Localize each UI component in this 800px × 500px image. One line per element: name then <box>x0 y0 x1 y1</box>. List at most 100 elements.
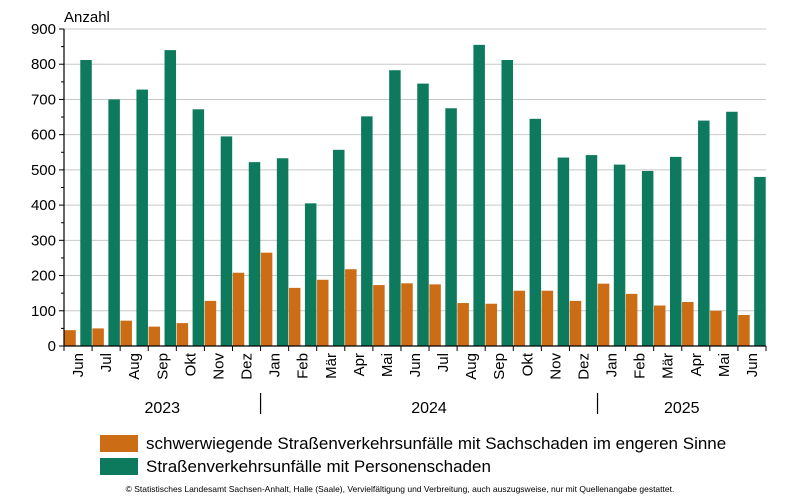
bar-personenschaden <box>613 164 626 346</box>
bar-personenschaden <box>669 156 682 346</box>
x-tick-label: Okt <box>182 352 199 376</box>
bars <box>64 44 766 347</box>
bar-sachschaden <box>738 315 750 346</box>
year-label: 2025 <box>664 400 700 417</box>
bar-personenschaden <box>557 157 570 346</box>
x-tick-label: Jul <box>98 353 115 372</box>
bar-sachschaden <box>597 283 610 346</box>
x-tick-label: Dez <box>575 353 592 380</box>
bar-sachschaden <box>401 283 413 346</box>
x-tick-label: Sep <box>154 353 171 380</box>
legend-item-sachschaden: schwerwiegende Straßenverkehrsunfälle mi… <box>100 432 726 455</box>
x-tick-label: Aug <box>463 353 480 380</box>
bar-sachschaden <box>710 310 722 346</box>
bar-sachschaden <box>682 301 694 346</box>
x-tick-label: Jan <box>604 353 621 377</box>
bar-personenschaden <box>136 89 148 347</box>
legend-swatch-personenschaden <box>100 458 138 475</box>
bar-personenschaden <box>726 111 738 347</box>
bar-personenschaden <box>641 170 654 346</box>
bar-personenschaden <box>248 162 261 346</box>
bar-sachschaden <box>569 300 582 346</box>
y-axis-unit-label: Anzahl <box>64 9 110 26</box>
y-tick-label: 900 <box>31 21 56 38</box>
bar-personenschaden <box>108 99 120 346</box>
bar-personenschaden <box>389 70 401 347</box>
bar-sachschaden <box>485 303 497 346</box>
bar-personenschaden <box>417 83 429 346</box>
year-label: 2023 <box>144 400 180 417</box>
bar-personenschaden <box>333 149 345 346</box>
bar-sachschaden <box>317 279 329 346</box>
bar-sachschaden <box>64 330 76 346</box>
bar-personenschaden <box>501 59 513 347</box>
y-tick-label: 600 <box>31 127 56 144</box>
bar-sachschaden <box>653 305 666 346</box>
y-tick-label: 400 <box>31 197 56 214</box>
gridlines <box>64 28 766 312</box>
bar-personenschaden <box>754 176 766 346</box>
x-tick-label: Jun <box>744 353 761 377</box>
x-tick-label: Jun <box>70 353 87 377</box>
y-tick-label: 100 <box>31 303 56 320</box>
x-tick-label: Mär <box>323 353 340 379</box>
x-tick-label: Nov <box>547 353 564 380</box>
y-tick-label: 700 <box>31 91 56 108</box>
x-tick-label: Jan <box>267 353 284 377</box>
legend: schwerwiegende Straßenverkehrsunfälle mi… <box>100 432 726 478</box>
y-tick-label: 200 <box>31 268 56 285</box>
y-tick-label: 800 <box>31 56 56 73</box>
x-tick-label: Apr <box>351 353 368 376</box>
bar-sachschaden <box>204 300 217 346</box>
bar-sachschaden <box>260 252 273 346</box>
y-tick-label: 300 <box>31 232 56 249</box>
x-tick-label: Dez <box>239 353 256 380</box>
x-tick-label: Mai <box>716 353 733 377</box>
bar-personenschaden <box>80 59 92 347</box>
bar-sachschaden <box>148 326 161 346</box>
bar-personenschaden <box>698 120 710 346</box>
bar-personenschaden <box>445 108 457 346</box>
x-tick-label: Nov <box>210 353 227 380</box>
bar-personenschaden <box>276 158 289 346</box>
x-tick-label: Apr <box>688 353 705 376</box>
year-label: 2024 <box>411 400 447 417</box>
legend-label-personenschaden: Straßenverkehrsunfälle mit Personenschad… <box>146 456 491 476</box>
bar-personenschaden <box>192 109 205 346</box>
x-tick-label: Feb <box>295 353 312 379</box>
legend-label-sachschaden: schwerwiegende Straßenverkehrsunfälle mi… <box>146 433 727 453</box>
bar-sachschaden <box>457 303 469 346</box>
copyright-footer: © Statistisches Landesamt Sachsen-Anhalt… <box>125 484 675 494</box>
bar-personenschaden <box>361 116 373 347</box>
x-tick-label: Sep <box>491 353 508 380</box>
bar-personenschaden <box>220 136 233 346</box>
bar-personenschaden <box>473 44 485 346</box>
bar-sachschaden <box>429 284 441 346</box>
bar-personenschaden <box>585 155 598 346</box>
bar-sachschaden <box>288 287 301 346</box>
x-tick-label: Mär <box>660 353 677 379</box>
bar-chart: 0 100 200 300 400 500 600 700 800 900 Jun Jul Aug Sep… <box>31 9 767 417</box>
x-tick-label: Jun <box>407 353 424 377</box>
bar-personenschaden <box>304 203 317 346</box>
bar-sachschaden <box>625 293 638 346</box>
bar-sachschaden <box>513 290 526 346</box>
axes <box>59 28 767 414</box>
x-tick-label: Okt <box>519 352 536 376</box>
x-tick-label: Feb <box>632 353 649 379</box>
bar-personenschaden <box>529 118 542 346</box>
x-tick-label: Mai <box>379 353 396 377</box>
x-tick-label: Jul <box>435 353 452 372</box>
x-tick-label: Aug <box>126 353 143 380</box>
y-tick-label: 0 <box>48 338 56 355</box>
bar-sachschaden <box>541 290 554 346</box>
y-tick-label: 500 <box>31 162 56 179</box>
bar-sachschaden <box>345 269 357 346</box>
bar-personenschaden <box>164 50 177 347</box>
legend-item-personenschaden: Straßenverkehrsunfälle mit Personenschad… <box>100 455 726 478</box>
bar-sachschaden <box>92 328 104 346</box>
bar-sachschaden <box>373 285 385 346</box>
bar-sachschaden <box>176 323 189 346</box>
tick-labels: 0 100 200 300 400 500 600 700 800 900 Jun Jul Aug Sep… <box>31 21 761 417</box>
bar-sachschaden <box>232 272 245 346</box>
